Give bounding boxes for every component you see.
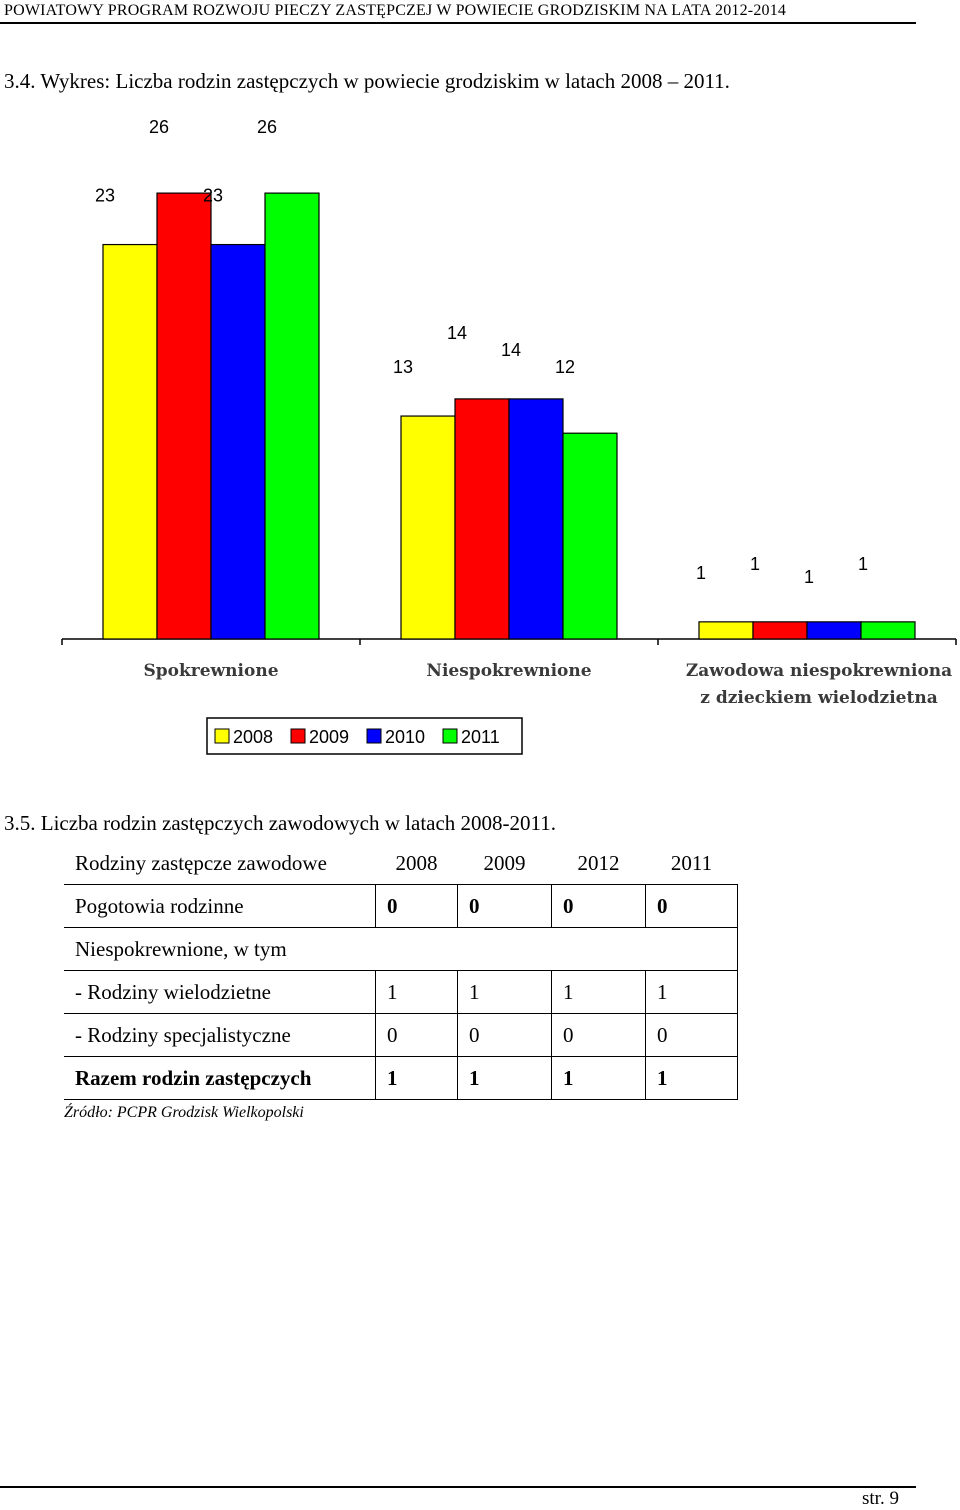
category-label: z dzieckiem wielodzietna xyxy=(700,688,937,708)
legend-swatch xyxy=(290,728,306,744)
bar-2010 xyxy=(210,243,266,640)
data-label: 13 xyxy=(393,357,413,377)
table-row: Niespokrewnione, w tym xyxy=(64,927,738,971)
bar-2009 xyxy=(156,192,212,640)
table-header-row: Rodziny zastępcze zawodowe 2008 2009 201… xyxy=(64,842,738,885)
professional-foster-families-table: Rodziny zastępcze zawodowe 2008 2009 201… xyxy=(64,842,738,1100)
data-label: 1 xyxy=(750,554,760,574)
table-cell: 0 xyxy=(645,884,738,928)
row-label: Razem rodzin zastępczych xyxy=(64,1056,376,1100)
table-cell: 1 xyxy=(457,970,552,1014)
data-label: 12 xyxy=(555,357,575,377)
header-cell: 2012 xyxy=(551,842,646,885)
table-row: Pogotowia rodzinne 0 0 0 0 xyxy=(64,884,738,928)
table-cell: 0 xyxy=(551,1013,646,1057)
legend-label: 2010 xyxy=(385,727,425,747)
running-title: POWIATOWY PROGRAM ROZWOJU PIECZY ZASTĘPC… xyxy=(4,2,787,19)
data-label: 1 xyxy=(858,554,868,574)
legend-swatch xyxy=(366,728,382,744)
table-cell: 1 xyxy=(551,970,646,1014)
legend-swatch xyxy=(214,728,230,744)
table-cell: 0 xyxy=(375,884,458,928)
table-cell: 0 xyxy=(375,1013,458,1057)
section-35-heading: 3.5. Liczba rodzin zastępczych zawodowyc… xyxy=(4,811,557,835)
row-label: - Rodziny wielodzietne xyxy=(64,970,376,1014)
table-cell: 0 xyxy=(457,884,552,928)
category-label: Zawodowa niespokrewniona xyxy=(686,661,952,681)
data-label: 26 xyxy=(149,117,169,137)
bar-2008 xyxy=(102,243,158,640)
table-cell: 0 xyxy=(457,1013,552,1057)
bar-2008 xyxy=(698,621,754,640)
data-label: 23 xyxy=(203,186,223,206)
table-row: - Rodziny specjalistyczne 0 0 0 0 xyxy=(64,1013,738,1057)
legend-label: 2008 xyxy=(233,727,273,747)
data-label: 14 xyxy=(501,340,521,360)
header-divider xyxy=(0,22,916,24)
row-label: Niespokrewnione, w tym xyxy=(64,927,738,971)
header-cell: 2008 xyxy=(375,842,458,885)
source-note: Źródło: PCPR Grodzisk Wielkopolski xyxy=(64,1104,304,1121)
bar-2010 xyxy=(806,621,862,640)
bar-chart: 23 26 23 26 Spokrewnione 13 14 14 12 Niespokrewni… xyxy=(61,117,957,755)
bar-2010 xyxy=(508,398,564,640)
section-34-heading: 3.4. Wykres: Liczba rodzin zastępczych w… xyxy=(4,69,730,93)
data-label: 1 xyxy=(696,563,706,583)
footer-divider xyxy=(0,1486,916,1488)
header-cell: Rodziny zastępcze zawodowe xyxy=(64,842,376,885)
table-cell: 0 xyxy=(551,884,646,928)
category-label: Niespokrewnione xyxy=(426,661,591,681)
row-label: - Rodziny specjalistyczne xyxy=(64,1013,376,1057)
table-cell: 1 xyxy=(375,970,458,1014)
legend-label: 2009 xyxy=(309,727,349,747)
legend-swatch xyxy=(442,728,458,744)
bar-2011 xyxy=(264,192,320,640)
data-label: 23 xyxy=(95,186,115,206)
table-row: - Rodziny wielodzietne 1 1 1 1 xyxy=(64,970,738,1014)
header-cell: 2009 xyxy=(457,842,552,885)
table-cell: 1 xyxy=(375,1056,458,1100)
page-number: str. 9 xyxy=(862,1488,899,1509)
bar-2008 xyxy=(400,415,456,640)
bar-2009 xyxy=(752,621,808,640)
running-header: POWIATOWY PROGRAM ROZWOJU PIECZY ZASTĘPC… xyxy=(0,0,960,24)
table-row-total: Razem rodzin zastępczych 1 1 1 1 xyxy=(64,1056,738,1100)
bar-2011 xyxy=(860,621,916,640)
table-cell: 0 xyxy=(645,1013,738,1057)
table-cell: 1 xyxy=(645,1056,738,1100)
legend-label: 2011 xyxy=(461,727,500,747)
data-label: 26 xyxy=(257,117,277,137)
data-label: 1 xyxy=(804,567,814,587)
category-label: Spokrewnione xyxy=(143,661,278,681)
header-cell: 2011 xyxy=(645,842,738,885)
table-cell: 1 xyxy=(457,1056,552,1100)
bar-2011 xyxy=(562,432,618,640)
bar-2009 xyxy=(454,398,510,640)
legend xyxy=(206,717,523,755)
data-label: 14 xyxy=(447,323,467,343)
table-cell: 1 xyxy=(551,1056,646,1100)
table-cell: 1 xyxy=(645,970,738,1014)
row-label: Pogotowia rodzinne xyxy=(64,884,376,928)
